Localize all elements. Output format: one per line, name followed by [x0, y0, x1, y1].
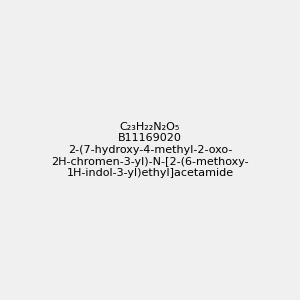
- Text: C₂₃H₂₂N₂O₅
B11169020
2-(7-hydroxy-4-methyl-2-oxo-
2H-chromen-3-yl)-N-[2-(6-metho: C₂₃H₂₂N₂O₅ B11169020 2-(7-hydroxy-4-meth…: [51, 122, 249, 178]
